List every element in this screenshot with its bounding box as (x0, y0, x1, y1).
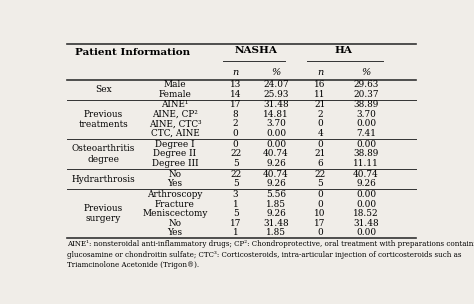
Text: 2: 2 (317, 110, 323, 119)
Text: 21: 21 (314, 100, 326, 109)
Text: Previous
surgery: Previous surgery (84, 204, 123, 223)
Text: 0.00: 0.00 (356, 140, 376, 149)
Text: No: No (168, 219, 182, 228)
Text: 5: 5 (233, 179, 238, 188)
Text: %: % (361, 68, 371, 77)
Text: 0: 0 (317, 190, 323, 199)
Text: Patient Information: Patient Information (75, 48, 190, 57)
Text: 16: 16 (314, 80, 326, 89)
Text: 40.74: 40.74 (353, 170, 379, 179)
Text: 3.70: 3.70 (266, 119, 286, 129)
Text: Osteoarthritis
degree: Osteoarthritis degree (72, 144, 135, 164)
Text: Female: Female (158, 90, 191, 98)
Text: 9.26: 9.26 (266, 179, 286, 188)
Text: 2: 2 (233, 119, 238, 129)
Text: n: n (232, 68, 239, 77)
Text: 5: 5 (233, 159, 238, 168)
Text: Fracture: Fracture (155, 200, 195, 209)
Text: 0.00: 0.00 (266, 129, 286, 138)
Text: 21: 21 (314, 149, 326, 158)
Text: 11: 11 (314, 90, 326, 98)
Text: 3: 3 (233, 190, 238, 199)
Text: 9.26: 9.26 (266, 159, 286, 168)
Text: 5.56: 5.56 (266, 190, 286, 199)
Text: 5: 5 (317, 179, 323, 188)
Text: 20.37: 20.37 (353, 90, 379, 98)
Text: 9.26: 9.26 (266, 209, 286, 218)
Text: 0: 0 (317, 200, 323, 209)
Text: Male: Male (164, 80, 186, 89)
Text: 14.81: 14.81 (263, 110, 289, 119)
Text: 0: 0 (317, 119, 323, 129)
Text: 22: 22 (314, 170, 326, 179)
Text: 0: 0 (233, 129, 238, 138)
Text: 13: 13 (230, 80, 241, 89)
Text: 10: 10 (314, 209, 326, 218)
Text: No: No (168, 170, 182, 179)
Text: 4: 4 (317, 129, 323, 138)
Text: 38.89: 38.89 (353, 100, 379, 109)
Text: 0.00: 0.00 (356, 200, 376, 209)
Text: 40.74: 40.74 (263, 170, 289, 179)
Text: 17: 17 (314, 219, 326, 228)
Text: Degree II: Degree II (154, 149, 197, 158)
Text: 14: 14 (230, 90, 241, 98)
Text: 38.89: 38.89 (353, 149, 379, 158)
Text: 0: 0 (233, 140, 238, 149)
Text: NASHA: NASHA (234, 46, 277, 55)
Text: 17: 17 (230, 219, 241, 228)
Text: 0.00: 0.00 (356, 190, 376, 199)
Text: n: n (317, 68, 323, 77)
Text: 11.11: 11.11 (353, 159, 379, 168)
Text: 5: 5 (233, 209, 238, 218)
Text: 0: 0 (317, 228, 323, 237)
Text: 6: 6 (317, 159, 323, 168)
Text: 0.00: 0.00 (356, 228, 376, 237)
Text: 31.48: 31.48 (353, 219, 379, 228)
Text: 9.26: 9.26 (356, 179, 376, 188)
Text: Sex: Sex (95, 85, 112, 94)
Text: Previous
treatments: Previous treatments (79, 109, 128, 129)
Text: 22: 22 (230, 149, 241, 158)
Text: 1.85: 1.85 (266, 200, 286, 209)
Text: AINE¹: AINE¹ (161, 100, 189, 109)
Text: 0.00: 0.00 (356, 119, 376, 129)
Text: HA: HA (334, 46, 352, 55)
Text: 18.52: 18.52 (353, 209, 379, 218)
Text: AINE, CTC³: AINE, CTC³ (149, 119, 201, 129)
Text: Yes: Yes (167, 179, 182, 188)
Text: Degree III: Degree III (152, 159, 198, 168)
Text: 3.70: 3.70 (356, 110, 376, 119)
Text: 7.41: 7.41 (356, 129, 376, 138)
Text: 29.63: 29.63 (353, 80, 379, 89)
Text: AINE¹: nonsteroidal anti-inflammatory drugs; CP²: Chondroprotective, oral treatm: AINE¹: nonsteroidal anti-inflammatory dr… (66, 240, 474, 269)
Text: 22: 22 (230, 170, 241, 179)
Text: 31.48: 31.48 (263, 219, 289, 228)
Text: 8: 8 (233, 110, 238, 119)
Text: 25.93: 25.93 (263, 90, 289, 98)
Text: 31.48: 31.48 (263, 100, 289, 109)
Text: %: % (271, 68, 281, 77)
Text: Arthroscopy: Arthroscopy (147, 190, 203, 199)
Text: 1: 1 (233, 200, 238, 209)
Text: 17: 17 (230, 100, 241, 109)
Text: Yes: Yes (167, 228, 182, 237)
Text: 24.07: 24.07 (263, 80, 289, 89)
Text: 1: 1 (233, 228, 238, 237)
Text: Meniscectomy: Meniscectomy (142, 209, 208, 218)
Text: 0: 0 (317, 140, 323, 149)
Text: 0.00: 0.00 (266, 140, 286, 149)
Text: 40.74: 40.74 (263, 149, 289, 158)
Text: CTC, AINE: CTC, AINE (151, 129, 200, 138)
Text: 1.85: 1.85 (266, 228, 286, 237)
Text: Degree I: Degree I (155, 140, 195, 149)
Text: Hydrarthrosis: Hydrarthrosis (72, 174, 135, 184)
Text: AINE, CP²: AINE, CP² (152, 110, 198, 119)
